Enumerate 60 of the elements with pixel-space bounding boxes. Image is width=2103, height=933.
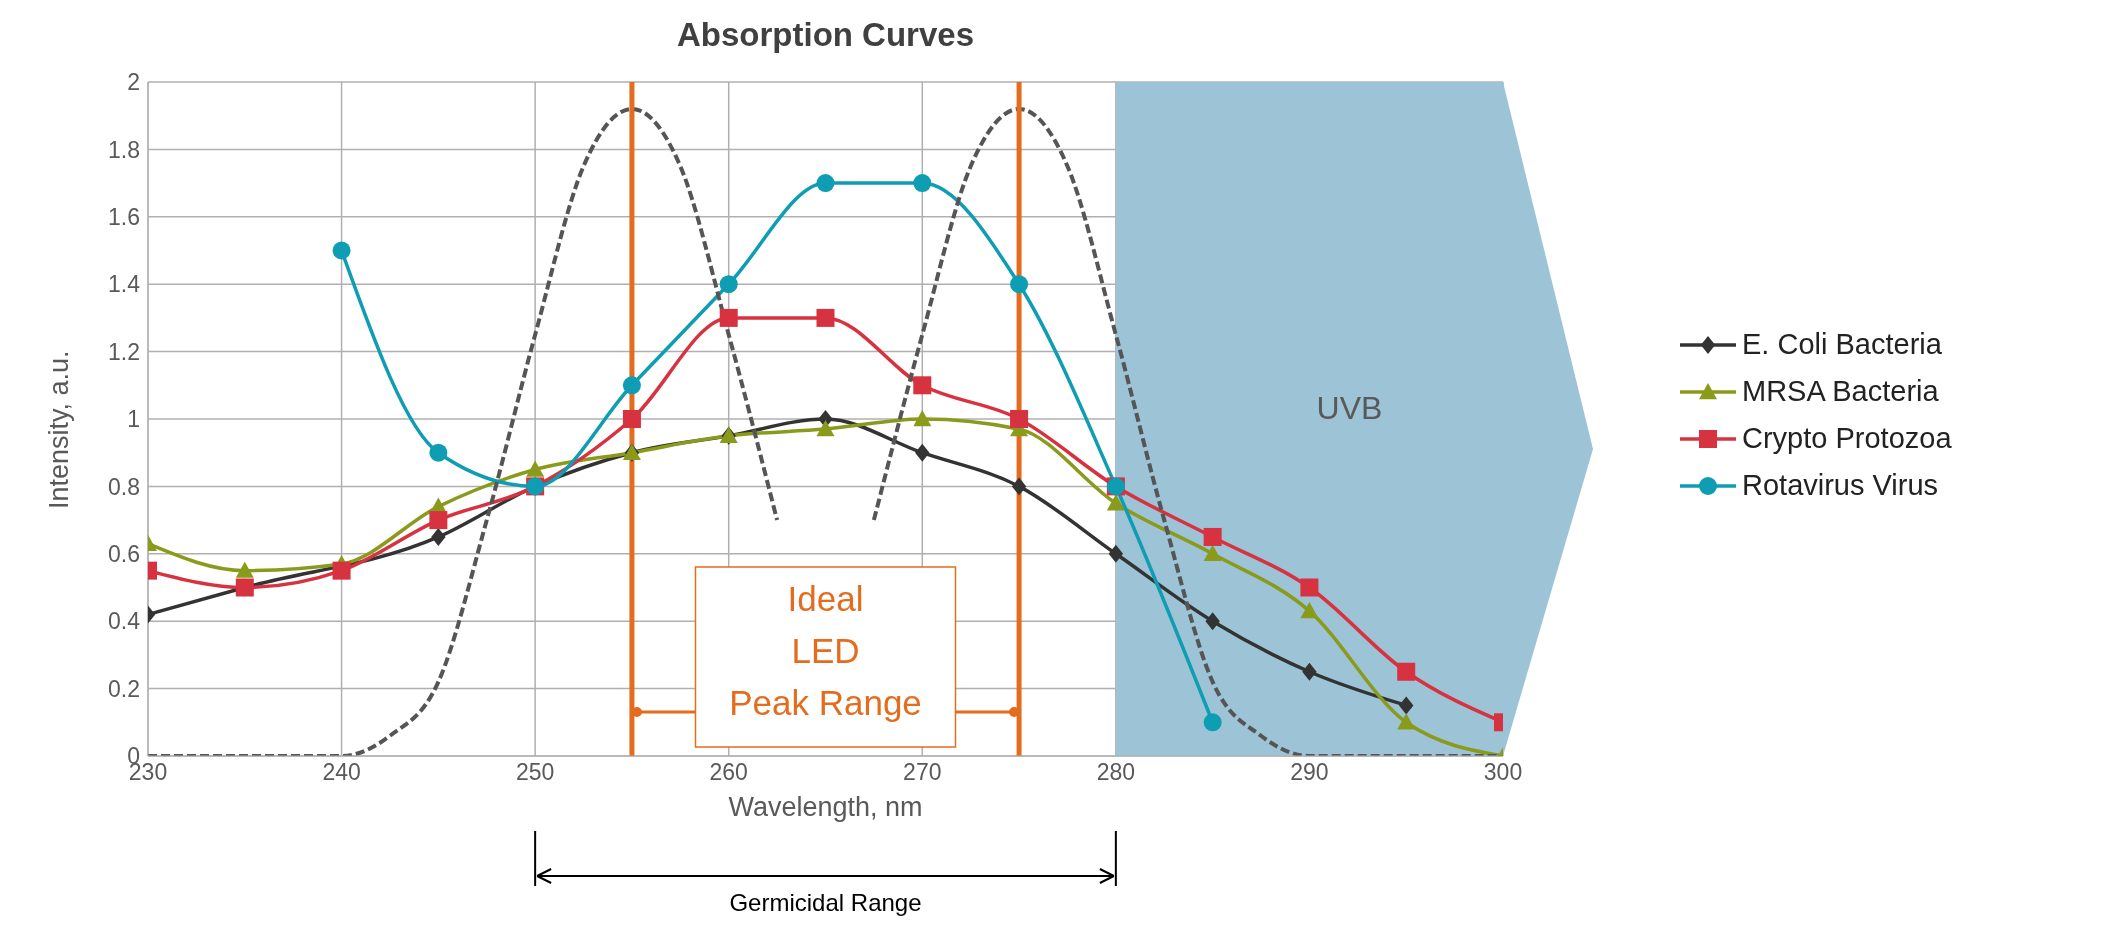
point [526, 460, 545, 477]
y-tick-label: 1.6 [108, 203, 140, 230]
point [429, 443, 448, 462]
y-tick-label: 0.6 [108, 540, 140, 567]
x-tick-label: 290 [1290, 759, 1329, 786]
point [1011, 477, 1027, 496]
x-tick-label: 270 [903, 759, 942, 786]
chart-title: Absorption Curves [676, 16, 975, 53]
annotation: Ideal LED Peak Range [729, 579, 922, 722]
point [913, 174, 932, 193]
point [1010, 275, 1029, 294]
x-tick-label: 280 [1096, 759, 1136, 786]
point [1203, 527, 1222, 546]
point [816, 174, 835, 193]
x-tick-label: 300 [1483, 759, 1523, 786]
point [1300, 578, 1319, 597]
point [915, 443, 930, 462]
point [431, 527, 446, 546]
x-tick-label: 250 [515, 759, 555, 786]
point [1397, 662, 1416, 681]
y-tick-label: 1 [127, 406, 140, 433]
point [1302, 662, 1317, 681]
point [332, 241, 351, 260]
x-tick-label: 240 [322, 759, 361, 786]
point [719, 275, 738, 294]
point [1010, 410, 1029, 428]
y-tick-label: 1.2 [108, 338, 140, 365]
point [622, 376, 641, 395]
y-tick-label: 0.8 [108, 473, 140, 500]
point [913, 376, 932, 395]
legend-label: Rotavirus Virus [1742, 469, 1939, 502]
legend-label: MRSA Bacteria [1742, 375, 1939, 408]
y-tick-label: 0.4 [108, 608, 141, 635]
point [913, 410, 932, 427]
point [235, 561, 254, 578]
point [816, 420, 835, 437]
point [816, 308, 835, 327]
point [622, 410, 641, 428]
point [1203, 713, 1222, 732]
y-axis-title: Intensity, a.u. [43, 350, 74, 509]
x-axis-title: Wavelength, nm [728, 792, 923, 822]
point [1300, 602, 1319, 619]
y-tick-label: 1.4 [108, 271, 141, 298]
band-label: UVB [1316, 390, 1383, 426]
y-tick-label: 1.8 [108, 136, 140, 163]
point [719, 308, 738, 327]
point [1397, 713, 1416, 730]
point [429, 511, 448, 530]
point [1399, 696, 1414, 715]
point [1106, 494, 1125, 511]
legend-label: E. Coli Bacteria [1742, 328, 1942, 361]
legend-label: Crypto Protozoa [1742, 422, 1952, 455]
x-tick-label: 260 [709, 759, 748, 786]
y-tick-label: 2 [127, 69, 140, 96]
point [332, 561, 351, 580]
point [1108, 544, 1124, 563]
y-tick-label: 0.2 [108, 675, 140, 702]
text: Germicidal Range [729, 889, 922, 916]
point [1205, 612, 1220, 631]
point [1203, 544, 1222, 561]
